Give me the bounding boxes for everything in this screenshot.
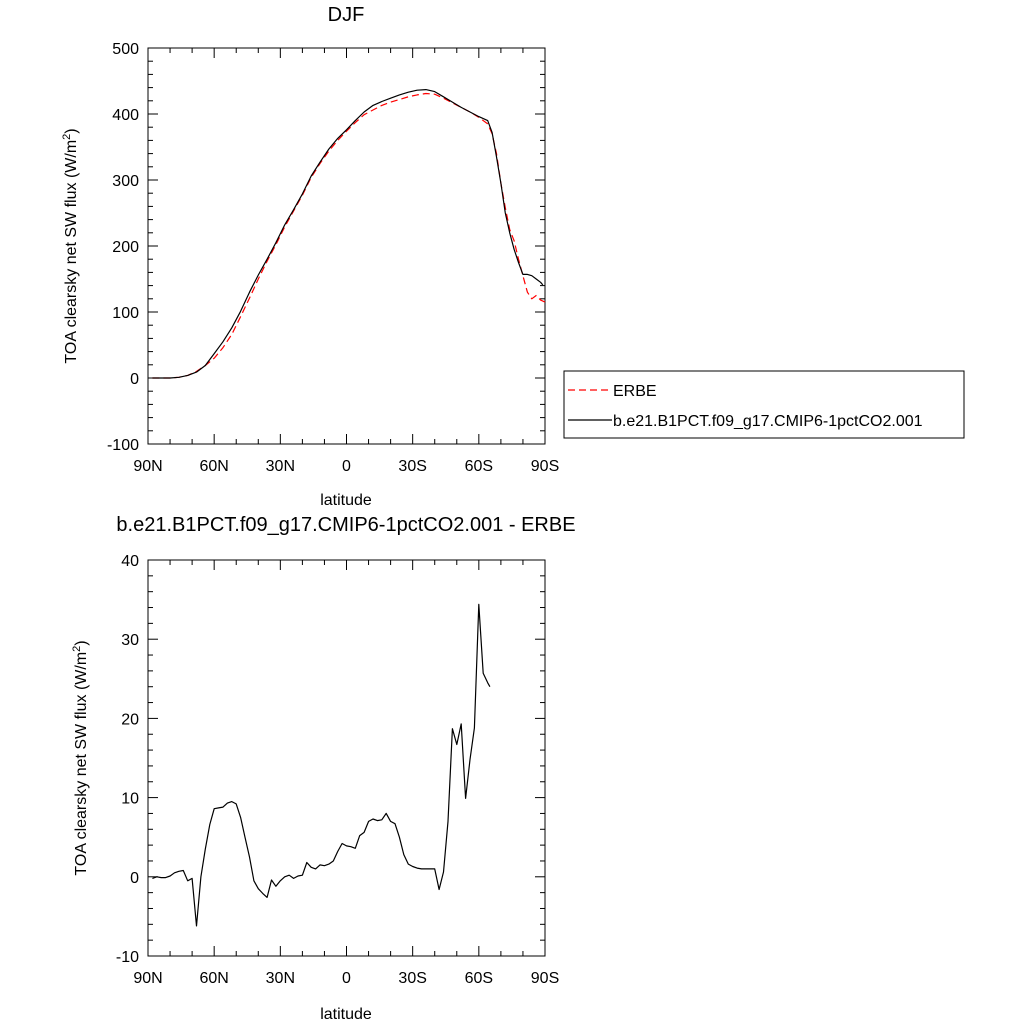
x-tick-label: 90N	[133, 458, 162, 475]
bottom-y-axis-title-close: )	[73, 640, 90, 645]
top-y-axis-title: TOA clearsky net SW flux (W/m2)	[61, 128, 80, 363]
y-tick-label: 40	[121, 553, 139, 570]
y-tick-label: 100	[112, 305, 139, 322]
x-tick-label: 60N	[199, 458, 228, 475]
top-ticks: 90N 60N 30N 0 30S 60S 90S -100 0 100 200 300 400 500	[107, 41, 559, 475]
x-tick-label: 0	[342, 970, 351, 987]
bottom-y-axis-title: TOA clearsky net SW flux (W/m2)	[71, 640, 90, 875]
x-tick-label: 0	[342, 458, 351, 475]
legend-box	[563, 370, 965, 439]
bottom-plot-frame	[147, 559, 546, 957]
bottom-chart: b.e21.B1PCT.f09_g17.CMIP6-1pctCO2.001 - …	[71, 514, 576, 1023]
bottom-y-axis-title-main: TOA clearsky net SW flux (W/m	[73, 652, 90, 876]
x-tick-label: 30S	[398, 458, 426, 475]
bottom-y-axis-title-sup: 2	[71, 646, 83, 652]
y-tick-label: 0	[130, 870, 139, 887]
y-tick-label: 500	[112, 41, 139, 58]
bottom-x-axis-title: latitude	[320, 1006, 372, 1023]
legend-label-erbe: ERBE	[613, 383, 657, 400]
x-tick-label: 60S	[465, 458, 493, 475]
chart0-series-1-line	[152, 88, 544, 379]
top-plot-frame	[147, 47, 546, 445]
chart0-series-0-line	[152, 92, 546, 379]
x-tick-label: 90S	[531, 458, 559, 475]
top-y-axis-title-sup: 2	[61, 134, 73, 140]
legend: ERBE b.e21.B1PCT.f09_g17.CMIP6-1pctCO2.0…	[563, 370, 965, 439]
y-tick-label: 0	[130, 371, 139, 388]
y-tick-label: 300	[112, 173, 139, 190]
y-tick-label: 30	[121, 632, 139, 649]
x-tick-label: 90S	[531, 970, 559, 987]
x-tick-label: 60S	[465, 970, 493, 987]
y-tick-label: 10	[121, 791, 139, 808]
bottom-chart-title: b.e21.B1PCT.f09_g17.CMIP6-1pctCO2.001 - …	[116, 514, 575, 536]
bottom-ticks: 90N 60N 30N 0 30S 60S 90S -10 0 10 20 30 40	[116, 553, 559, 987]
x-tick-label: 60N	[199, 970, 228, 987]
chart1-series-0-line	[152, 603, 491, 927]
y-tick-label: -100	[107, 437, 139, 454]
y-tick-label: 20	[121, 711, 139, 728]
y-tick-label: 200	[112, 239, 139, 256]
x-tick-label: 90N	[133, 970, 162, 987]
top-series	[152, 88, 546, 379]
top-y-axis-title-close: )	[63, 128, 80, 133]
bottom-series	[152, 603, 491, 927]
x-tick-label: 30N	[266, 458, 295, 475]
legend-label-model: b.e21.B1PCT.f09_g17.CMIP6-1pctCO2.001	[613, 413, 923, 430]
x-tick-label: 30N	[266, 970, 295, 987]
x-tick-label: 30S	[398, 970, 426, 987]
y-tick-label: 400	[112, 107, 139, 124]
top-chart-title: DJF	[328, 4, 365, 26]
y-tick-label: -10	[116, 949, 139, 966]
top-chart: DJF 90N 60N 30N 0 30S 60S 90S -100 0 100 200 300 400…	[61, 4, 559, 509]
top-y-axis-title-main: TOA clearsky net SW flux (W/m	[63, 140, 80, 364]
top-x-axis-title: latitude	[320, 492, 372, 509]
